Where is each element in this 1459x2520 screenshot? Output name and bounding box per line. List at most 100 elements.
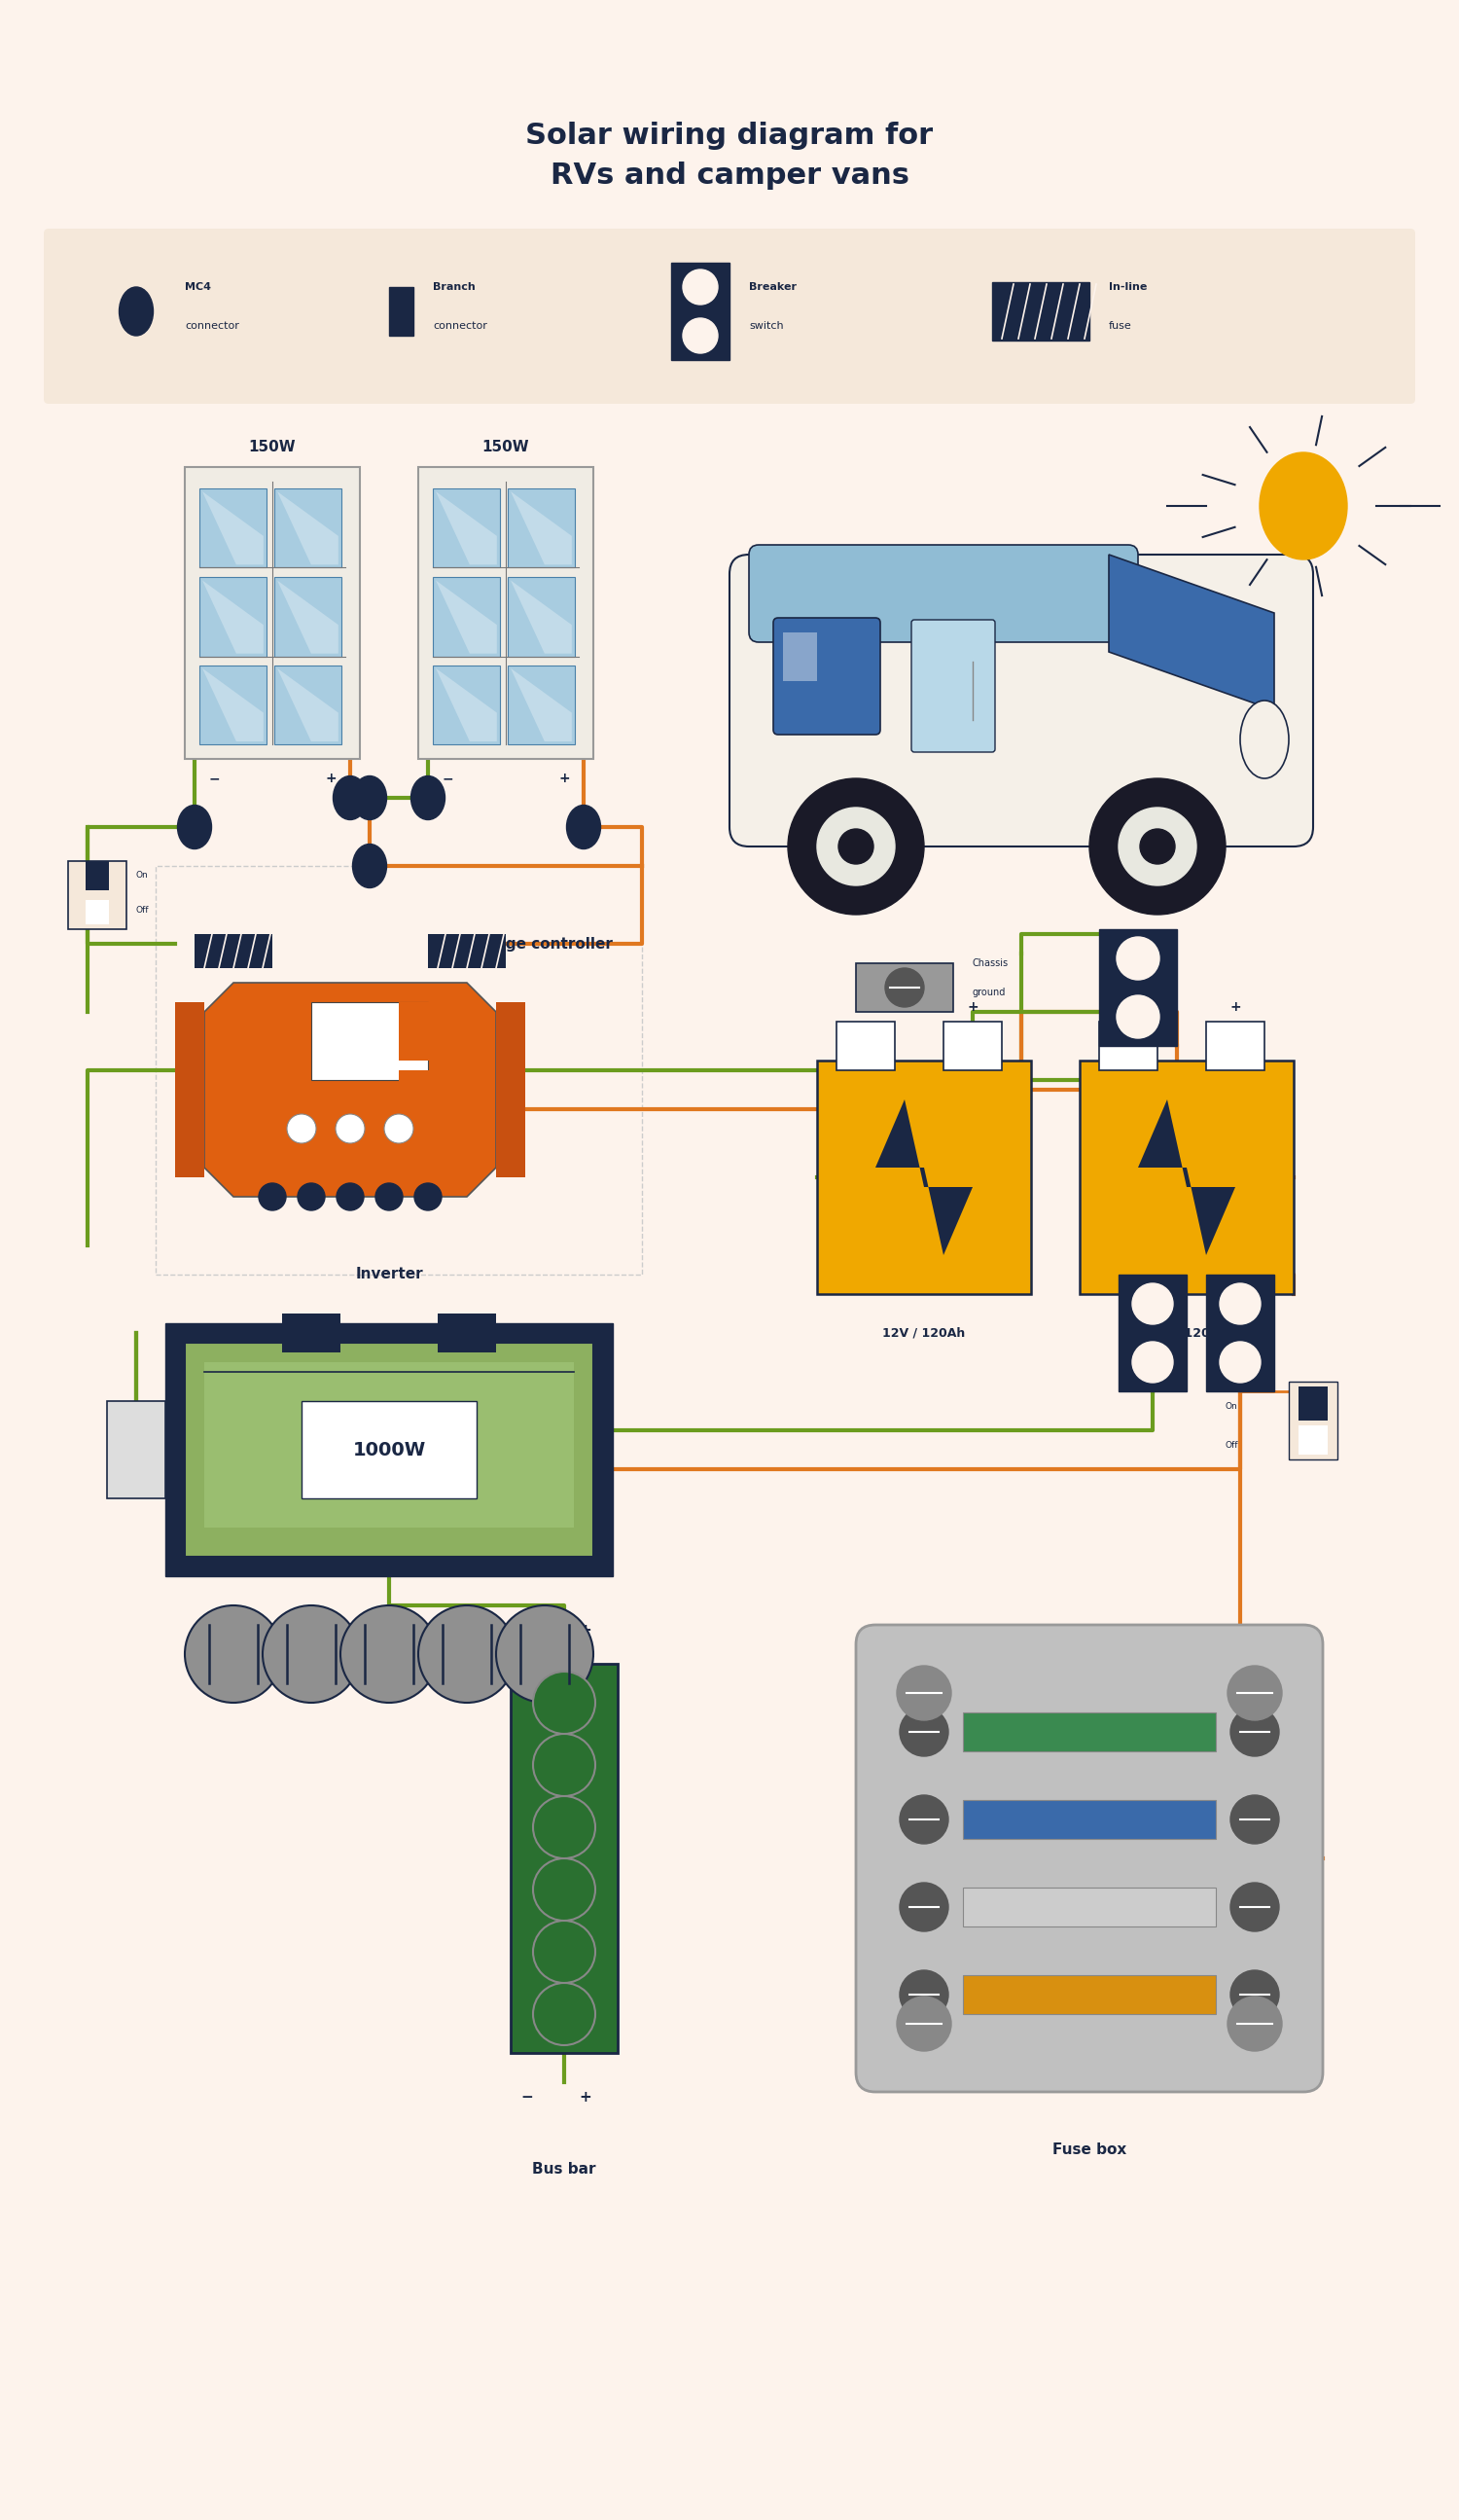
Ellipse shape	[333, 776, 368, 819]
Bar	[156, 867, 642, 1275]
Circle shape	[1220, 1341, 1261, 1383]
Bar	[390, 287, 413, 335]
Polygon shape	[277, 668, 338, 741]
Bar	[783, 633, 817, 680]
Bar	[274, 489, 341, 567]
Text: MC4: MC4	[185, 282, 212, 292]
Circle shape	[533, 1797, 595, 1857]
Circle shape	[1230, 1971, 1280, 2019]
Circle shape	[1139, 829, 1174, 864]
Polygon shape	[203, 668, 264, 741]
Bar	[836, 1021, 894, 1071]
Circle shape	[900, 1709, 948, 1756]
Bar	[86, 862, 109, 890]
Circle shape	[298, 1182, 325, 1210]
Text: 150W: 150W	[481, 441, 530, 456]
Bar	[233, 1003, 292, 1061]
FancyBboxPatch shape	[856, 1625, 1323, 2092]
Text: ground: ground	[973, 988, 1007, 998]
Text: Breaker: Breaker	[748, 282, 797, 292]
Ellipse shape	[120, 287, 153, 335]
Bar	[165, 1323, 613, 1575]
Circle shape	[839, 829, 874, 864]
Circle shape	[533, 1857, 595, 1920]
Text: −: −	[442, 771, 454, 786]
Bar	[398, 1071, 457, 1129]
Bar	[511, 1663, 617, 2054]
Text: 1000W: 1000W	[353, 1441, 426, 1459]
FancyBboxPatch shape	[44, 229, 1415, 403]
Bar	[302, 1401, 477, 1499]
Bar	[427, 935, 506, 968]
Text: −: −	[859, 1000, 871, 1013]
Circle shape	[897, 1996, 951, 2051]
Bar	[1099, 1021, 1157, 1071]
Text: +: +	[1230, 1000, 1242, 1013]
FancyBboxPatch shape	[773, 617, 880, 736]
Text: Inverter: Inverter	[355, 1268, 423, 1283]
Bar	[944, 1021, 1002, 1071]
Bar	[194, 935, 273, 968]
Bar	[508, 665, 575, 743]
Circle shape	[1220, 1283, 1261, 1323]
Bar	[282, 1313, 340, 1353]
Circle shape	[897, 1666, 951, 1721]
Circle shape	[533, 1734, 595, 1797]
Ellipse shape	[566, 804, 601, 849]
Polygon shape	[1109, 554, 1274, 711]
Polygon shape	[875, 1099, 973, 1255]
Polygon shape	[203, 491, 264, 564]
Polygon shape	[436, 580, 498, 653]
Bar	[1119, 1275, 1186, 1391]
Text: −: −	[209, 771, 220, 786]
Bar	[398, 1003, 457, 1061]
Text: +: +	[967, 1000, 979, 1013]
Bar	[1207, 1021, 1265, 1071]
Text: −: −	[521, 2089, 533, 2104]
Text: −: −	[1122, 1000, 1134, 1013]
FancyBboxPatch shape	[912, 620, 995, 751]
Circle shape	[384, 1114, 413, 1144]
Circle shape	[817, 806, 894, 885]
Circle shape	[1116, 937, 1160, 980]
Circle shape	[414, 1182, 442, 1210]
Bar	[1299, 1386, 1328, 1421]
Text: Chassis: Chassis	[973, 958, 1008, 968]
Circle shape	[258, 1182, 286, 1210]
Text: connector: connector	[185, 320, 239, 330]
Text: 150W: 150W	[248, 441, 296, 456]
Bar	[963, 1887, 1215, 1925]
Circle shape	[533, 1671, 595, 1734]
Bar	[1099, 930, 1177, 1046]
Bar	[233, 1071, 292, 1129]
Bar	[185, 466, 360, 759]
Polygon shape	[204, 983, 496, 1197]
Circle shape	[336, 1114, 365, 1144]
Text: +: +	[559, 771, 570, 786]
Text: connector: connector	[433, 320, 487, 330]
Bar	[185, 1343, 594, 1557]
Text: +: +	[325, 771, 337, 786]
Circle shape	[900, 1971, 948, 2019]
FancyBboxPatch shape	[748, 544, 1138, 643]
Bar	[1288, 1381, 1338, 1459]
Bar	[274, 577, 341, 655]
Circle shape	[683, 270, 718, 305]
Circle shape	[496, 1605, 594, 1704]
Text: fuse: fuse	[1109, 320, 1132, 330]
Circle shape	[185, 1605, 282, 1704]
Bar	[992, 282, 1090, 340]
Bar	[433, 665, 500, 743]
Bar	[274, 665, 341, 743]
Bar	[200, 665, 267, 743]
Bar	[438, 1313, 496, 1353]
Bar	[419, 466, 594, 759]
Bar	[204, 1363, 573, 1527]
Text: Charge controller: Charge controller	[467, 937, 613, 950]
Circle shape	[1119, 806, 1196, 885]
Polygon shape	[436, 668, 498, 741]
Text: Off: Off	[136, 905, 149, 915]
Bar	[86, 900, 109, 925]
Circle shape	[1227, 1666, 1282, 1721]
Text: Branch: Branch	[433, 282, 476, 292]
